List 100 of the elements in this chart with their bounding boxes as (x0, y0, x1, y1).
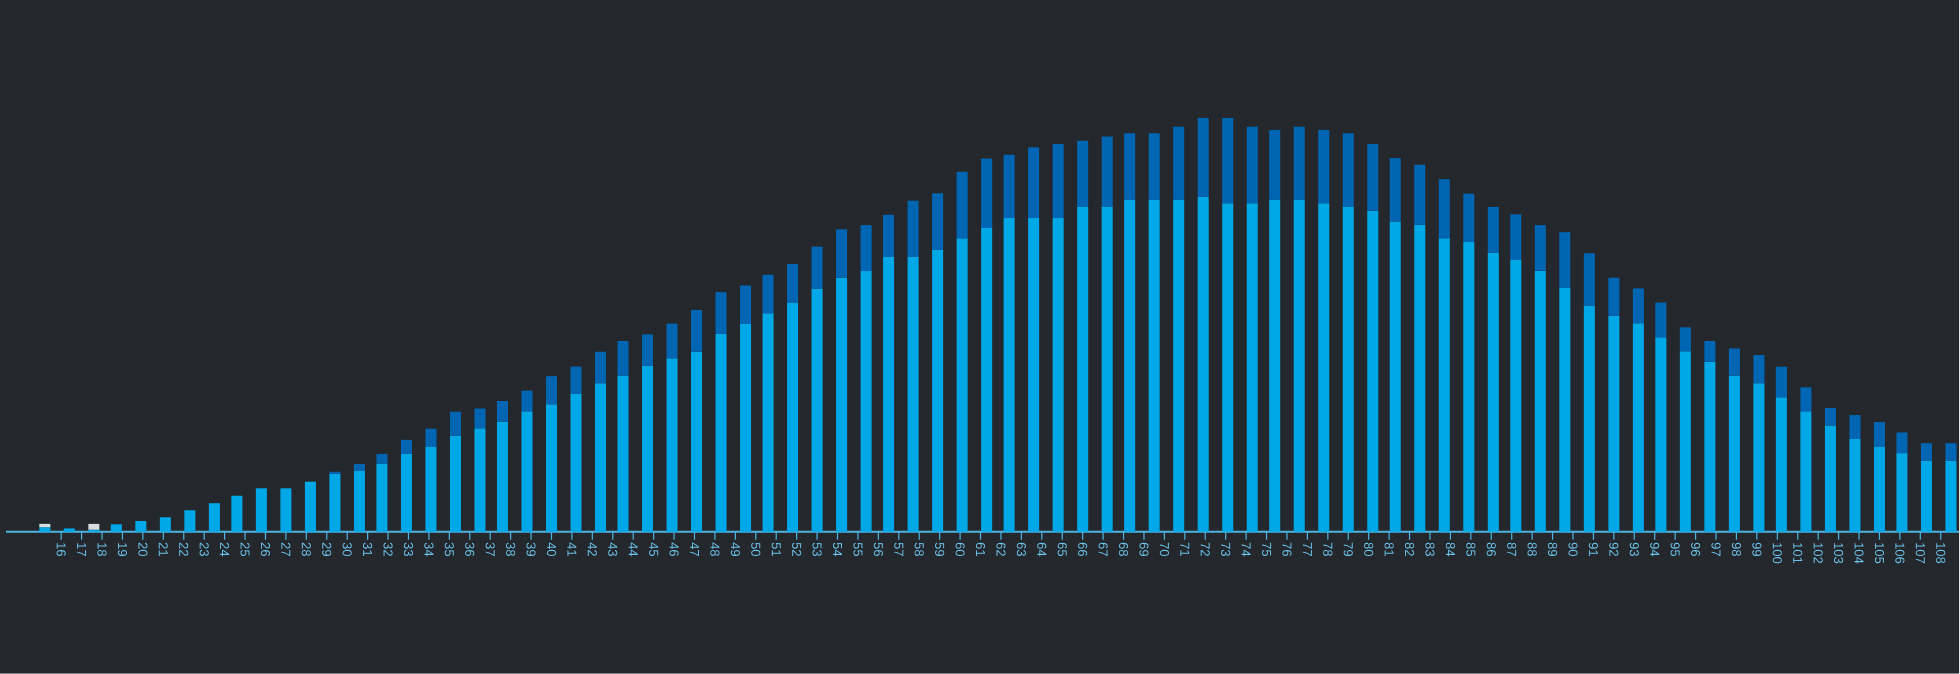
bar (1342, 206, 1354, 532)
bar (1800, 411, 1812, 532)
bar (570, 366, 582, 395)
bar (1367, 210, 1379, 532)
bar (1463, 193, 1475, 243)
bar (1849, 415, 1861, 440)
bar (1463, 242, 1475, 532)
bar (715, 292, 727, 335)
bar (617, 375, 629, 532)
bar (304, 481, 316, 532)
bar (1945, 460, 1957, 532)
bar (691, 351, 703, 532)
bar (1124, 200, 1136, 532)
bar (1945, 443, 1957, 461)
bar (1148, 133, 1160, 201)
bar (642, 365, 654, 532)
bar (1197, 196, 1209, 532)
bar (836, 229, 848, 278)
bar (521, 390, 533, 412)
bar (1583, 253, 1595, 306)
bar (1438, 238, 1450, 532)
bar (1246, 126, 1258, 204)
bar (1077, 206, 1089, 532)
bar (496, 421, 508, 532)
bar (208, 503, 220, 532)
bar (1003, 154, 1015, 219)
bar (1534, 270, 1546, 532)
bar (981, 228, 993, 532)
bar (449, 411, 461, 436)
bar (1222, 118, 1234, 204)
bar (1728, 375, 1740, 532)
bar (1559, 288, 1571, 532)
bar (932, 250, 944, 532)
bar (1655, 337, 1667, 532)
bar (1101, 136, 1113, 207)
bar (617, 341, 629, 376)
bar (376, 454, 388, 465)
bar (860, 271, 872, 532)
bar (691, 310, 703, 352)
bar (1824, 425, 1836, 532)
bar (231, 495, 243, 532)
bar (184, 510, 196, 532)
bar (595, 383, 607, 532)
bar (1003, 218, 1015, 532)
bar (1052, 144, 1064, 219)
bar (545, 376, 557, 405)
bar (811, 246, 823, 289)
bar (1487, 207, 1499, 253)
bar (425, 428, 437, 447)
bar (159, 517, 171, 532)
bar (1775, 397, 1787, 532)
bar (1148, 200, 1160, 532)
bar (496, 401, 508, 422)
bar (981, 158, 993, 229)
bar (1246, 203, 1258, 532)
bar (400, 454, 412, 532)
bar (1753, 383, 1765, 532)
bar (762, 274, 774, 314)
bar (1389, 158, 1401, 222)
bar (883, 256, 895, 532)
bar (1367, 144, 1379, 211)
bar (1728, 348, 1740, 376)
bar (1197, 118, 1209, 197)
bar (255, 488, 267, 532)
bar (1028, 147, 1040, 219)
bar (1559, 232, 1571, 289)
bar (1269, 130, 1281, 201)
bar (811, 288, 823, 532)
bar (1269, 200, 1281, 532)
bar (353, 470, 365, 532)
bar (1873, 422, 1885, 447)
bar (956, 238, 968, 532)
bar (353, 464, 365, 471)
bar (642, 334, 654, 366)
bar (1800, 387, 1812, 412)
bar (545, 404, 557, 532)
bar (1896, 432, 1908, 454)
bar (787, 264, 799, 303)
bar (666, 323, 678, 359)
bar (787, 302, 799, 532)
bar (400, 440, 412, 455)
bar (1293, 200, 1305, 532)
bar (1753, 355, 1765, 384)
bar (280, 488, 292, 532)
bar (740, 324, 752, 532)
bar (1704, 341, 1716, 362)
bar (836, 277, 848, 532)
bar (1101, 206, 1113, 532)
bar (907, 200, 919, 257)
bar (740, 285, 752, 325)
bar (88, 524, 100, 530)
bar (1414, 164, 1426, 225)
bar (1028, 218, 1040, 532)
bar (1632, 323, 1644, 532)
bar (883, 214, 895, 257)
bar (1534, 225, 1546, 271)
bar (1222, 203, 1234, 532)
bar (474, 408, 486, 429)
bar (1510, 214, 1522, 261)
bar (1438, 179, 1450, 239)
